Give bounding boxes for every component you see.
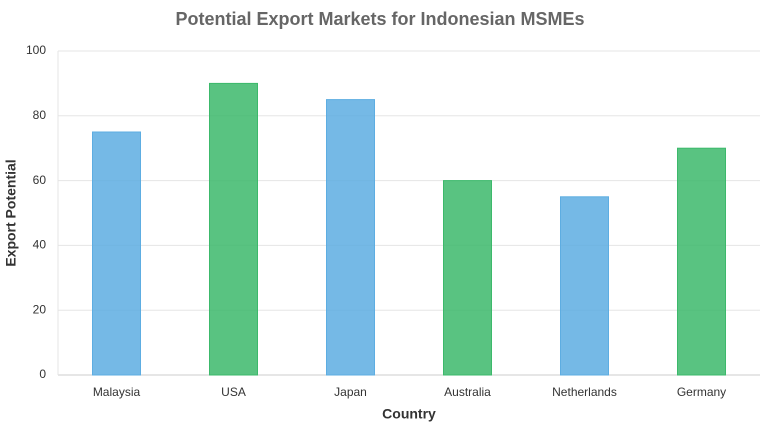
y-tick-label: 80 bbox=[33, 108, 47, 122]
x-axis-title: Country bbox=[382, 406, 436, 422]
x-tick-label: Australia bbox=[444, 385, 491, 399]
x-tick-label: Japan bbox=[334, 385, 367, 399]
y-tick-label: 40 bbox=[33, 238, 47, 252]
x-tick-label: Netherlands bbox=[552, 385, 617, 399]
x-tick-label: Malaysia bbox=[93, 385, 141, 399]
x-tick-label: Germany bbox=[677, 385, 726, 399]
bar bbox=[209, 82, 258, 376]
y-axis-title: Export Potential bbox=[3, 159, 19, 266]
y-tick-label: 100 bbox=[26, 43, 46, 57]
y-tick-label: 60 bbox=[33, 173, 47, 187]
bar bbox=[560, 196, 609, 376]
y-tick-label: 0 bbox=[39, 367, 46, 381]
bar bbox=[326, 99, 375, 376]
y-tick-label: 20 bbox=[33, 302, 47, 316]
bar bbox=[443, 180, 492, 376]
bar bbox=[677, 147, 726, 376]
bar bbox=[92, 131, 141, 376]
x-tick-label: USA bbox=[221, 385, 246, 399]
chart-title: Potential Export Markets for Indonesian … bbox=[175, 9, 584, 29]
